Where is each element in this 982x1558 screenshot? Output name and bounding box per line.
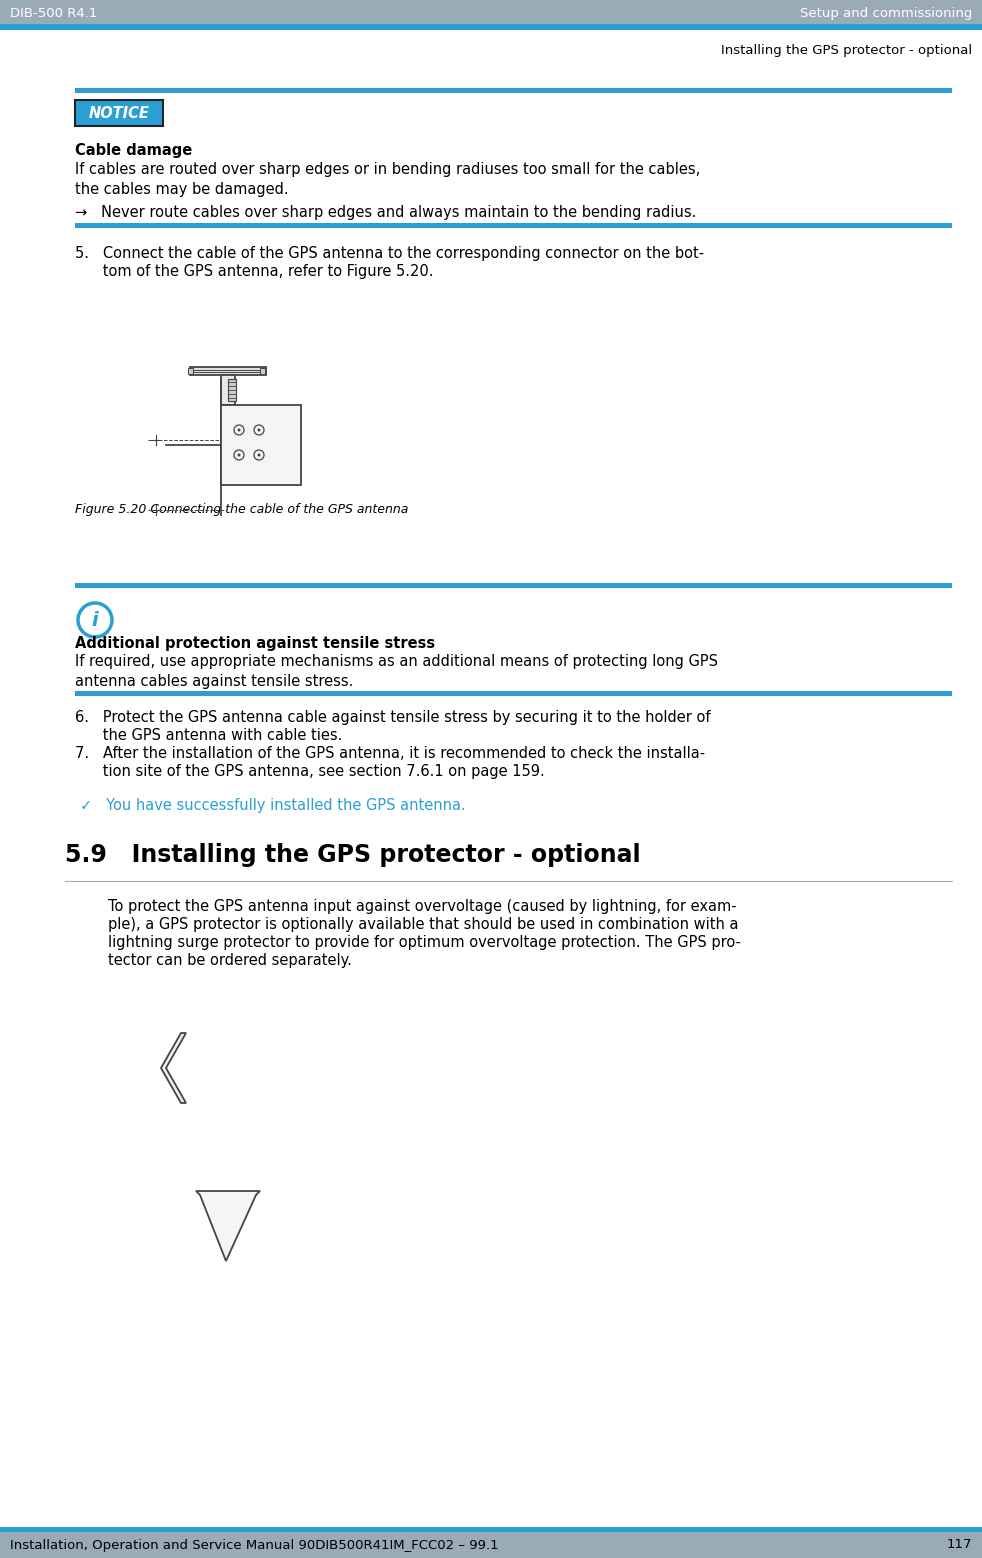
Bar — [0, 1527, 982, 1532]
Bar — [188, 368, 193, 374]
Text: Cable damage: Cable damage — [75, 143, 192, 157]
Circle shape — [234, 450, 244, 460]
Text: If required, use appropriate mechanisms as an additional means of protecting lon: If required, use appropriate mechanisms … — [75, 654, 718, 689]
Circle shape — [234, 425, 244, 435]
Text: →   Never route cables over sharp edges and always maintain to the bending radiu: → Never route cables over sharp edges an… — [75, 206, 696, 220]
Text: 5.9   Installing the GPS protector - optional: 5.9 Installing the GPS protector - optio… — [65, 843, 640, 866]
Text: 7.   After the installation of the GPS antenna, it is recommended to check the i: 7. After the installation of the GPS ant… — [75, 746, 705, 760]
Text: i: i — [91, 611, 98, 629]
Text: the GPS antenna with cable ties.: the GPS antenna with cable ties. — [75, 728, 343, 743]
Text: ✓   You have successfully installed the GPS antenna.: ✓ You have successfully installed the GP… — [80, 798, 465, 813]
Text: 117: 117 — [947, 1538, 972, 1552]
Bar — [0, 1532, 982, 1558]
Text: 6.   Protect the GPS antenna cable against tensile stress by securing it to the : 6. Protect the GPS antenna cable against… — [75, 710, 711, 724]
Circle shape — [254, 425, 264, 435]
Polygon shape — [161, 1033, 186, 1103]
Text: Installing the GPS protector - optional: Installing the GPS protector - optional — [721, 44, 972, 56]
Polygon shape — [196, 1190, 260, 1260]
Text: Additional protection against tensile stress: Additional protection against tensile st… — [75, 636, 435, 651]
Circle shape — [238, 453, 241, 456]
Bar — [190, 368, 266, 375]
Bar — [75, 100, 163, 126]
Bar — [221, 375, 235, 405]
Bar — [75, 692, 952, 696]
Circle shape — [254, 450, 264, 460]
Bar — [0, 23, 982, 30]
Bar — [221, 405, 301, 485]
Text: tector can be ordered separately.: tector can be ordered separately. — [108, 953, 352, 968]
Text: Setup and commissioning: Setup and commissioning — [799, 6, 972, 20]
Bar — [75, 87, 952, 93]
Text: ple), a GPS protector is optionally available that should be used in combination: ple), a GPS protector is optionally avai… — [108, 918, 738, 932]
Circle shape — [257, 453, 260, 456]
Text: tion site of the GPS antenna, see section 7.6.1 on page 159.: tion site of the GPS antenna, see sectio… — [75, 763, 545, 779]
Circle shape — [78, 603, 112, 637]
Text: Installation, Operation and Service Manual 90DIB500R41IM_FCC02 – 99.1: Installation, Operation and Service Manu… — [10, 1538, 499, 1552]
Text: lightning surge protector to provide for optimum overvoltage protection. The GPS: lightning surge protector to provide for… — [108, 935, 740, 950]
Text: If cables are routed over sharp edges or in bending radiuses too small for the c: If cables are routed over sharp edges or… — [75, 162, 700, 198]
Text: Figure 5.20 Connecting the cable of the GPS antenna: Figure 5.20 Connecting the cable of the … — [75, 503, 409, 516]
Text: 5.   Connect the cable of the GPS antenna to the corresponding connector on the : 5. Connect the cable of the GPS antenna … — [75, 246, 704, 262]
Text: To protect the GPS antenna input against overvoltage (caused by lightning, for e: To protect the GPS antenna input against… — [108, 899, 736, 915]
Bar — [0, 0, 982, 26]
Bar — [75, 223, 952, 227]
Circle shape — [238, 428, 241, 432]
Text: DIB-500 R4.1: DIB-500 R4.1 — [10, 6, 97, 20]
Bar — [75, 583, 952, 587]
Bar — [228, 379, 236, 400]
Text: NOTICE: NOTICE — [88, 106, 149, 120]
Text: tom of the GPS antenna, refer to Figure 5.20.: tom of the GPS antenna, refer to Figure … — [75, 263, 433, 279]
Circle shape — [257, 428, 260, 432]
Bar — [260, 368, 265, 374]
